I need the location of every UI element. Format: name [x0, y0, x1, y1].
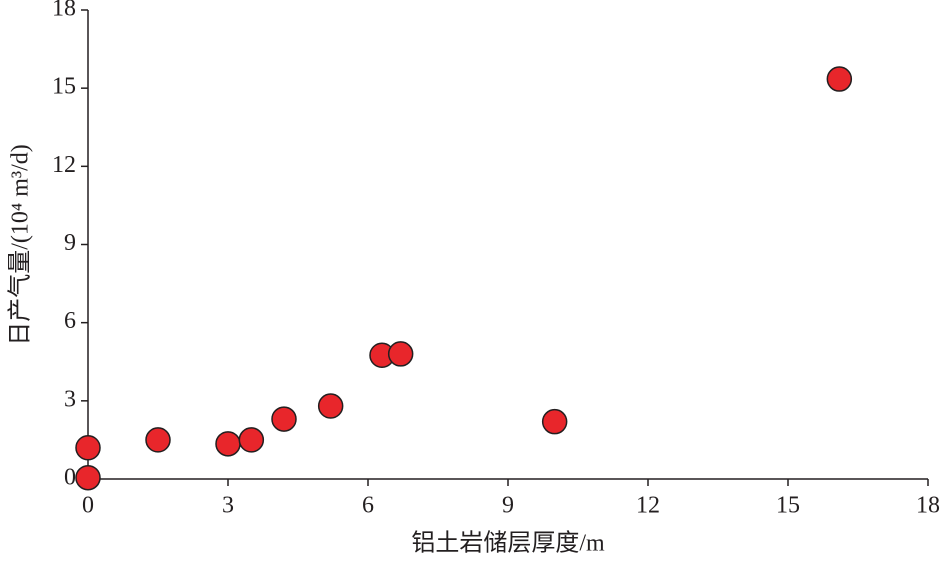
- x-axis-label: 铝土岩储层厚度/m: [411, 530, 605, 557]
- point: [75, 434, 101, 461]
- point: [215, 431, 241, 457]
- point: [387, 341, 414, 367]
- point: [826, 66, 853, 92]
- x-tick-label: 9: [502, 493, 514, 519]
- point: [145, 427, 171, 453]
- y-tick-label: 0: [64, 465, 76, 491]
- point: [317, 393, 344, 419]
- x-tick-label: 3: [222, 493, 234, 519]
- x-tick-label: 12: [636, 493, 660, 519]
- point: [75, 464, 101, 491]
- y-tick-label: 15: [52, 74, 76, 100]
- y-tick-label: 18: [52, 0, 76, 22]
- x-tick-label: 18: [916, 493, 940, 519]
- y-axis-label: 日产气量/(10⁴ m³/d): [7, 144, 34, 346]
- y-tick-label: 12: [52, 152, 76, 178]
- point: [541, 408, 568, 435]
- y-tick-label: 6: [64, 308, 76, 334]
- point: [238, 427, 265, 453]
- x-tick-label: 15: [776, 493, 800, 519]
- point: [271, 406, 297, 432]
- x-tick-label: 0: [82, 493, 94, 519]
- y-tick-label: 9: [64, 230, 76, 256]
- y-tick-label: 3: [64, 386, 76, 412]
- x-tick-label: 6: [362, 493, 374, 519]
